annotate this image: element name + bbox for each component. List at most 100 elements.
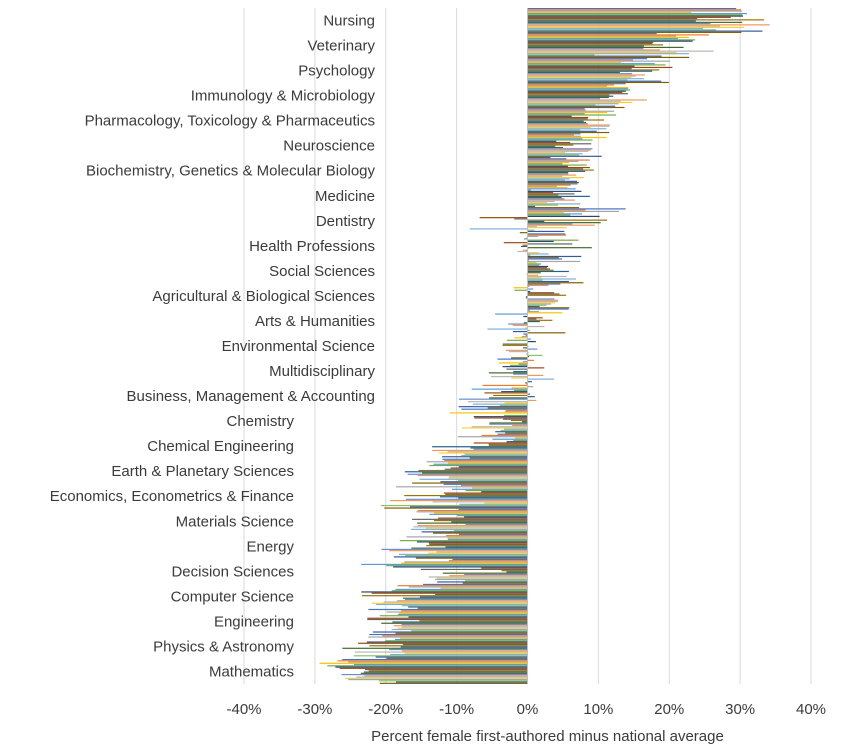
bar xyxy=(450,412,528,414)
bar xyxy=(429,464,528,467)
bar xyxy=(527,393,531,395)
bar xyxy=(384,507,528,509)
bar xyxy=(379,615,528,617)
category-label: Decision Sciences xyxy=(171,563,294,580)
category-label: Computer Science xyxy=(171,588,294,605)
bar xyxy=(402,597,528,599)
bar xyxy=(399,637,528,639)
bar xyxy=(518,363,528,365)
bar xyxy=(523,333,528,335)
bar xyxy=(527,16,731,18)
bar xyxy=(525,297,528,299)
bar xyxy=(404,494,528,497)
bar xyxy=(437,581,528,583)
bar xyxy=(508,323,528,325)
bar xyxy=(525,334,528,336)
bar xyxy=(448,560,528,562)
bar xyxy=(341,673,528,676)
bar xyxy=(432,532,528,534)
bar xyxy=(527,367,545,369)
bar xyxy=(527,150,589,152)
bar xyxy=(527,275,567,278)
bar xyxy=(499,404,528,407)
x-tick-label: 30% xyxy=(725,701,755,718)
bar xyxy=(527,374,544,376)
bar xyxy=(527,35,677,37)
bar xyxy=(511,387,528,389)
x-tick-label: 40% xyxy=(796,701,826,718)
bar xyxy=(493,394,528,397)
bar xyxy=(367,617,528,619)
bar xyxy=(398,553,528,555)
bar xyxy=(345,677,528,679)
bar xyxy=(436,551,528,553)
bar xyxy=(417,525,528,527)
bar xyxy=(491,376,528,378)
bar xyxy=(527,166,590,169)
bar xyxy=(464,453,528,455)
bar xyxy=(484,502,528,504)
bar xyxy=(416,511,528,513)
bar xyxy=(527,156,551,159)
bar xyxy=(527,141,571,144)
bar xyxy=(527,81,669,84)
bar xyxy=(435,578,528,581)
bar xyxy=(527,104,596,106)
bar xyxy=(527,381,532,383)
bar xyxy=(527,108,585,110)
bar xyxy=(527,138,583,140)
bar xyxy=(327,665,528,667)
category-label: Health Professions xyxy=(249,238,375,255)
bar xyxy=(342,647,528,649)
bar xyxy=(527,169,594,171)
bar xyxy=(527,220,545,223)
bar xyxy=(527,161,570,164)
bar xyxy=(507,339,528,341)
bar xyxy=(527,24,770,26)
bar xyxy=(522,249,528,251)
bar xyxy=(450,467,528,469)
bar xyxy=(423,583,528,586)
bar xyxy=(527,270,569,273)
bar xyxy=(527,215,600,217)
bar xyxy=(527,348,538,350)
bar xyxy=(508,351,528,353)
bar xyxy=(527,304,547,306)
bar xyxy=(527,21,743,23)
bar xyxy=(457,436,528,438)
bar xyxy=(523,322,528,324)
bar xyxy=(527,20,696,22)
bar xyxy=(527,40,693,42)
x-tick-label: -40% xyxy=(226,701,261,718)
bar xyxy=(442,458,528,460)
bar xyxy=(363,671,528,673)
bar xyxy=(376,603,528,606)
bar xyxy=(335,666,528,668)
bar xyxy=(404,561,528,563)
bar xyxy=(418,469,528,472)
bar xyxy=(488,443,528,445)
bar xyxy=(458,479,528,482)
bar xyxy=(488,372,528,374)
bar xyxy=(525,382,528,384)
bar xyxy=(473,442,528,444)
bar xyxy=(487,328,528,330)
bar xyxy=(527,83,626,85)
bar xyxy=(425,527,528,529)
bar xyxy=(527,293,560,295)
bar xyxy=(383,601,528,603)
bar xyxy=(527,68,632,70)
bar xyxy=(527,277,542,279)
bar xyxy=(393,625,528,627)
bar xyxy=(527,54,595,56)
bar xyxy=(503,418,528,420)
bar xyxy=(527,114,617,116)
bar xyxy=(506,571,528,573)
bar xyxy=(527,219,608,221)
bar xyxy=(372,631,528,633)
bar xyxy=(527,53,689,55)
bar xyxy=(527,34,709,36)
bar xyxy=(481,491,528,493)
bar xyxy=(527,100,621,102)
bar xyxy=(395,588,528,591)
